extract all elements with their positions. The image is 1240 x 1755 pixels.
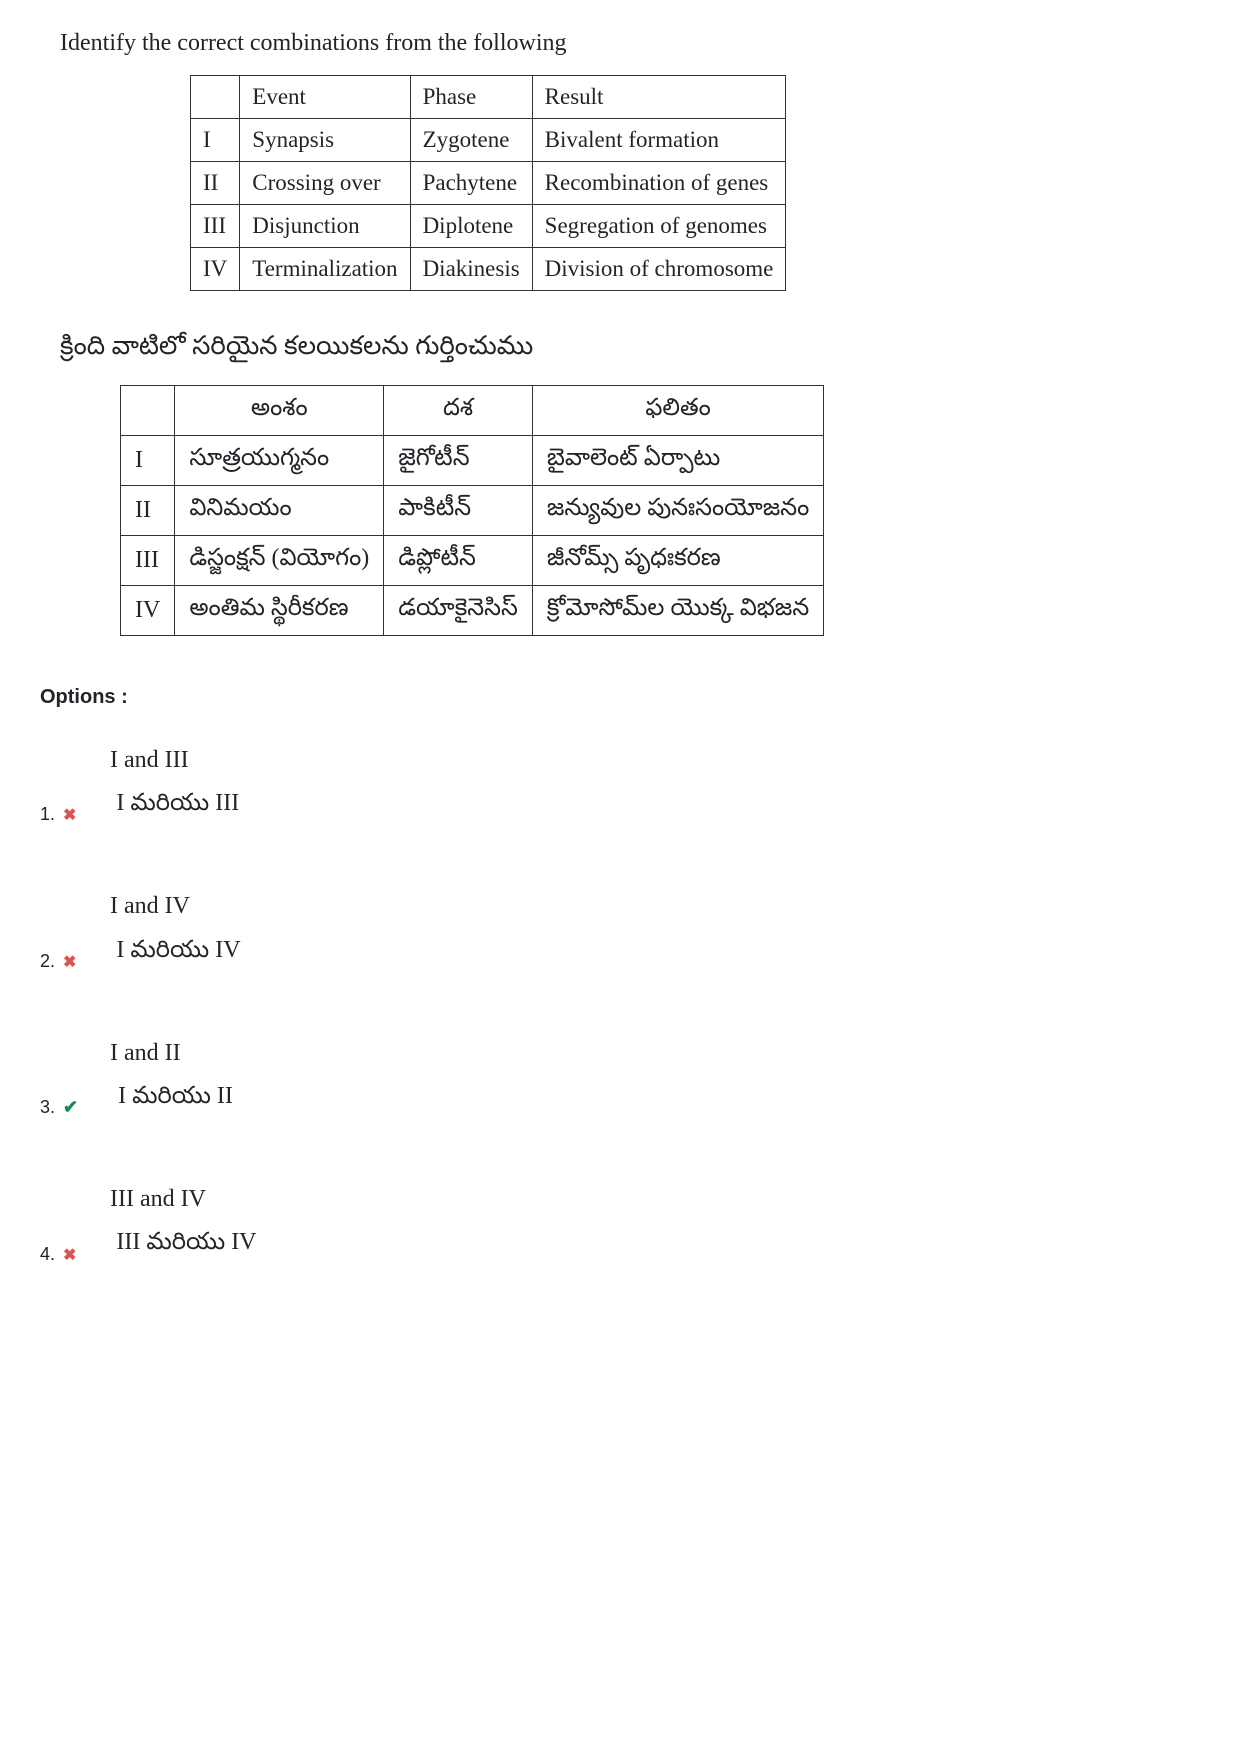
header-cell bbox=[121, 386, 175, 436]
table-row: I Synapsis Zygotene Bivalent formation bbox=[191, 119, 786, 162]
data-table-en: Event Phase Result I Synapsis Zygotene B… bbox=[190, 75, 786, 291]
option-text-en: I and II bbox=[110, 1032, 1200, 1075]
header-cell: అంశం bbox=[175, 386, 384, 436]
cell: III bbox=[121, 536, 175, 586]
cell: సూత్రయుగ్మనం bbox=[175, 436, 384, 486]
cell: I bbox=[191, 119, 240, 162]
header-cell: Phase bbox=[410, 76, 532, 119]
cell: Diplotene bbox=[410, 205, 532, 248]
option-text-en: I and III bbox=[110, 739, 1200, 782]
table-row: I సూత్రయుగ్మనం జైగోటీన్ బైవాలెంట్ ఏర్పాట… bbox=[121, 436, 824, 486]
option-1: I and III 1. ✖ I మరియు III bbox=[40, 739, 1200, 825]
correct-icon: ✔ bbox=[63, 1097, 78, 1117]
table-header-row: Event Phase Result bbox=[191, 76, 786, 119]
wrong-icon: ✖ bbox=[63, 1247, 76, 1264]
header-cell: Result bbox=[532, 76, 786, 119]
cell: Segregation of genomes bbox=[532, 205, 786, 248]
cell: Terminalization bbox=[240, 248, 410, 291]
cell: పాకిటీన్ bbox=[384, 486, 533, 536]
cell: క్రోమోసోమ్‌ల యొక్క విభజన bbox=[532, 586, 823, 636]
cell: డిస్జంక్షన్ (వియోగం) bbox=[175, 536, 384, 586]
cell: Zygotene bbox=[410, 119, 532, 162]
option-number: 2. bbox=[40, 951, 55, 972]
option-number: 3. bbox=[40, 1097, 55, 1118]
header-cell: ఫలితం bbox=[532, 386, 823, 436]
table-row: III Disjunction Diplotene Segregation of… bbox=[191, 205, 786, 248]
cell: జన్యువుల పునఃసంయోజనం bbox=[532, 486, 823, 536]
cell: I bbox=[121, 436, 175, 486]
table-row: II Crossing over Pachytene Recombination… bbox=[191, 162, 786, 205]
table-row: II వినిమయం పాకిటీన్ జన్యువుల పునఃసంయోజనం bbox=[121, 486, 824, 536]
cell: Pachytene bbox=[410, 162, 532, 205]
cell: బైవాలెంట్ ఏర్పాటు bbox=[532, 436, 823, 486]
option-text-te: I మరియు II bbox=[118, 1075, 233, 1118]
table-header-row: అంశం దశ ఫలితం bbox=[121, 386, 824, 436]
wrong-icon: ✖ bbox=[63, 807, 76, 824]
option-text-te: I మరియు III bbox=[116, 782, 239, 825]
question-prompt-te: క్రింది వాటిలో సరియైన కలయికలను గుర్తించు… bbox=[60, 331, 1200, 367]
cell: Recombination of genes bbox=[532, 162, 786, 205]
table-row: III డిస్జంక్షన్ (వియోగం) డిప్లోటీన్ జీనో… bbox=[121, 536, 824, 586]
options-heading: Options : bbox=[40, 686, 1200, 709]
cell: IV bbox=[191, 248, 240, 291]
cell: Diakinesis bbox=[410, 248, 532, 291]
option-3: I and II 3. ✔ I మరియు II bbox=[40, 1032, 1200, 1118]
option-2: I and IV 2. ✖ I మరియు IV bbox=[40, 885, 1200, 971]
cell: II bbox=[121, 486, 175, 536]
option-text-te: III మరియు IV bbox=[116, 1221, 256, 1264]
cell: జైగోటీన్ bbox=[384, 436, 533, 486]
question-prompt-en: Identify the correct combinations from t… bbox=[60, 30, 1200, 57]
cell: Synapsis bbox=[240, 119, 410, 162]
cell: Disjunction bbox=[240, 205, 410, 248]
header-cell: దశ bbox=[384, 386, 533, 436]
cell: III bbox=[191, 205, 240, 248]
option-4: III and IV 4. ✖ III మరియు IV bbox=[40, 1178, 1200, 1264]
cell: అంతిమ స్థిరీకరణ bbox=[175, 586, 384, 636]
cell: జీనోమ్స్ పృధఃకరణ bbox=[532, 536, 823, 586]
option-text-en: I and IV bbox=[110, 885, 1200, 928]
cell: Crossing over bbox=[240, 162, 410, 205]
cell: వినిమయం bbox=[175, 486, 384, 536]
cell: డిప్లోటీన్ bbox=[384, 536, 533, 586]
option-number: 1. bbox=[40, 804, 55, 825]
header-cell bbox=[191, 76, 240, 119]
cell: II bbox=[191, 162, 240, 205]
cell: Bivalent formation bbox=[532, 119, 786, 162]
cell: IV bbox=[121, 586, 175, 636]
option-text-te: I మరియు IV bbox=[116, 929, 240, 972]
table-row: IV Terminalization Diakinesis Division o… bbox=[191, 248, 786, 291]
cell: Division of chromosome bbox=[532, 248, 786, 291]
table-row: IV అంతిమ స్థిరీకరణ డయాకైనెసిస్ క్రోమోసోమ… bbox=[121, 586, 824, 636]
cell: డయాకైనెసిస్ bbox=[384, 586, 533, 636]
option-text-en: III and IV bbox=[110, 1178, 1200, 1221]
option-number: 4. bbox=[40, 1244, 55, 1265]
header-cell: Event bbox=[240, 76, 410, 119]
data-table-te: అంశం దశ ఫలితం I సూత్రయుగ్మనం జైగోటీన్ బై… bbox=[120, 385, 824, 636]
wrong-icon: ✖ bbox=[63, 954, 76, 971]
